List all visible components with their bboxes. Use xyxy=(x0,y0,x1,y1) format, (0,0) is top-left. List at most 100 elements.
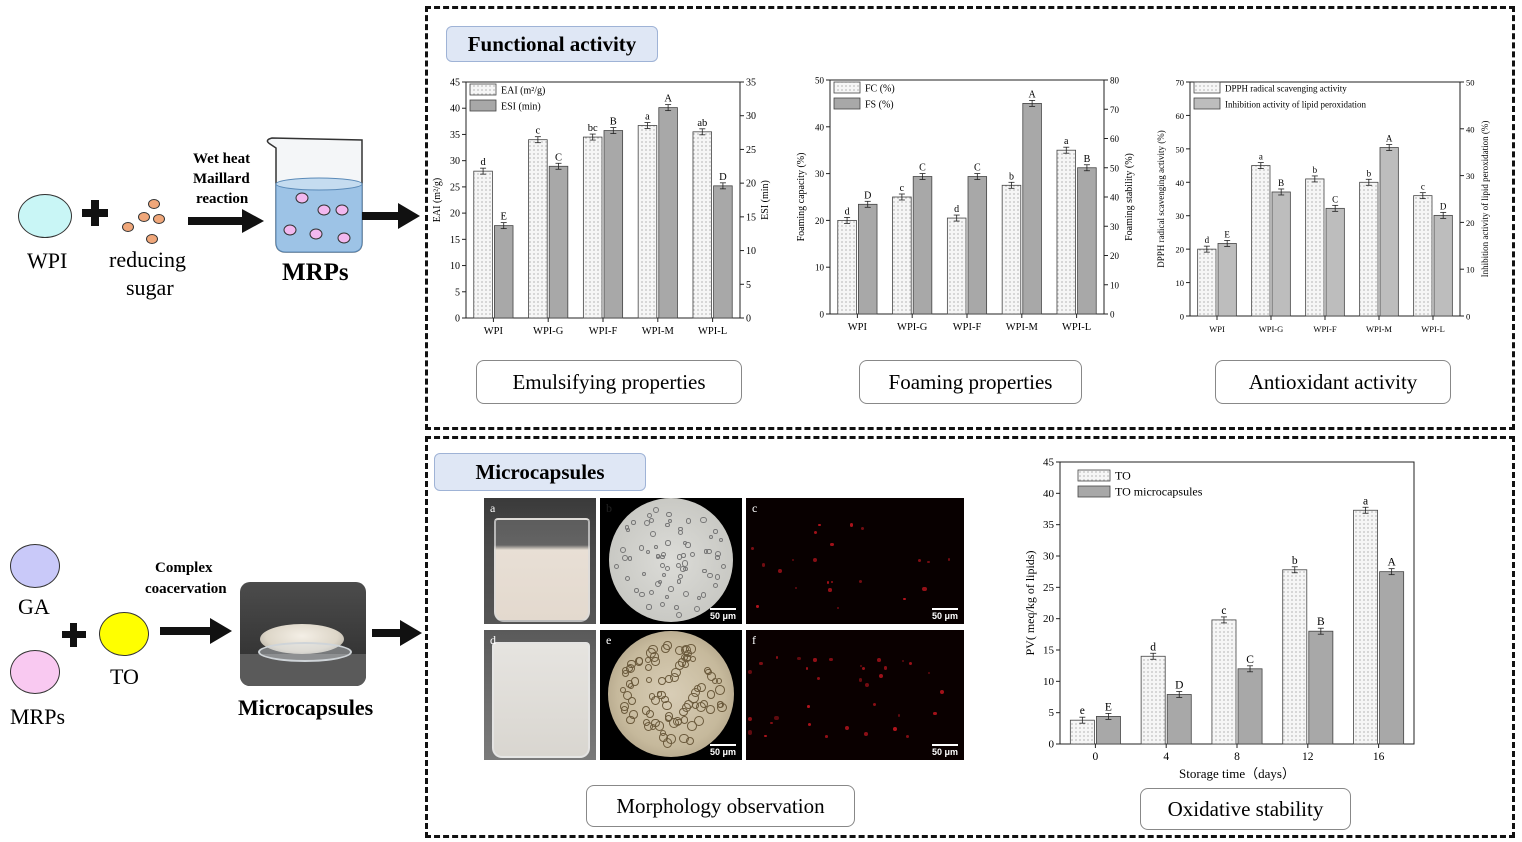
data-label: E xyxy=(1105,701,1112,713)
y-tick-label: 0 xyxy=(1180,312,1184,322)
fluorescent-droplet xyxy=(774,715,779,721)
bar xyxy=(548,165,569,319)
bar xyxy=(1069,719,1095,745)
x-tick-label: WPI xyxy=(848,322,868,333)
microcapsule-particle xyxy=(629,710,638,719)
fluorescent-droplet xyxy=(750,546,755,551)
bar xyxy=(837,219,857,315)
bar xyxy=(692,131,712,319)
y-axis-label: PV( meq/kg of lipids) xyxy=(1023,551,1037,656)
data-label: B xyxy=(1084,154,1091,165)
bar xyxy=(1140,655,1166,745)
bar xyxy=(1211,619,1237,745)
x-tick-label: WPI-F xyxy=(589,326,618,337)
data-label: D xyxy=(719,172,727,183)
y2-tick-label: 30 xyxy=(746,111,756,122)
microcapsule-particle xyxy=(665,595,670,600)
panel-label: f xyxy=(752,633,756,647)
process-label-1: Complex xyxy=(155,560,213,576)
fluorescent-droplet xyxy=(879,674,884,679)
y-tick-label: 10 xyxy=(1043,676,1055,688)
legend-label: EAI (m²/g) xyxy=(501,86,545,97)
y-tick-label: 50 xyxy=(815,76,825,86)
microcapsule-particle xyxy=(624,575,630,581)
data-label: d xyxy=(845,206,850,217)
data-label: c xyxy=(536,126,541,137)
y-axis-label: Foaming capacity (%) xyxy=(796,153,807,242)
photo-a-beaker: a xyxy=(484,498,596,624)
microcapsule-particle xyxy=(667,518,672,523)
morphology-caption: Morphology observation xyxy=(586,785,855,827)
microcapsule-particle xyxy=(685,518,691,524)
microcapsule-particle xyxy=(699,699,708,708)
fluorescent-droplet xyxy=(748,670,752,675)
fluorescent-droplet xyxy=(877,658,882,662)
microcapsule-particle xyxy=(701,592,707,598)
bar xyxy=(1217,243,1237,317)
y-axis-label: EAI (m²/g) xyxy=(432,178,443,222)
y2-tick-label: 20 xyxy=(1110,251,1120,261)
bar xyxy=(1166,694,1192,745)
microcapsule-particle xyxy=(720,563,727,570)
microcapsule-particle xyxy=(675,563,681,569)
data-label: D xyxy=(864,190,871,201)
microcapsule-particle xyxy=(627,682,635,690)
microcapsule-particle xyxy=(624,525,629,530)
microcapsule-particle xyxy=(661,572,667,578)
data-label: b xyxy=(1292,555,1298,567)
fluorescent-droplet xyxy=(761,563,766,567)
microcapsule-particle xyxy=(641,706,651,715)
x-tick-label: 0 xyxy=(1093,751,1099,763)
legend-label: ESI (min) xyxy=(501,102,541,113)
to-circle xyxy=(99,612,149,656)
fluorescent-droplet xyxy=(864,682,870,688)
y2-axis-label: Inhibition activity of lipid peroxidatio… xyxy=(1480,121,1490,278)
panel-label: b xyxy=(606,501,612,515)
microcapsule-particle xyxy=(663,641,672,650)
x-tick-label: 12 xyxy=(1302,751,1314,763)
data-label: C xyxy=(919,163,926,174)
arrow-icon xyxy=(372,620,422,646)
microcapsule-particle xyxy=(645,549,650,554)
fluorescent-droplet xyxy=(859,664,863,668)
y2-tick-label: 20 xyxy=(1466,218,1475,228)
microcapsule-particle xyxy=(715,685,725,695)
data-label: ab xyxy=(697,118,707,129)
y2-tick-label: 50 xyxy=(1110,163,1120,173)
legend-label: DPPH radical scavenging activity xyxy=(1225,84,1347,94)
foaming-chart: 0 10 20 30 40 50 0 10 20 30 40 50 60 70 80 Foaming capa… xyxy=(796,76,1135,334)
microcapsule-particle xyxy=(643,520,650,527)
y2-tick-label: 20 xyxy=(746,179,756,190)
microcapsule-particle xyxy=(682,560,689,567)
fluorescent-droplet xyxy=(775,656,779,659)
microcapsule-particle xyxy=(693,605,700,612)
legend-swatch xyxy=(1077,485,1111,498)
y-tick-label: 10 xyxy=(450,261,460,272)
y-tick-label: 45 xyxy=(1043,457,1055,469)
data-label: B xyxy=(1317,616,1325,628)
microcapsule-particle xyxy=(659,733,668,742)
legend-swatch xyxy=(833,97,861,110)
y-tick-label: 20 xyxy=(450,209,460,220)
fluorescent-droplet xyxy=(861,666,865,670)
y-tick-label: 70 xyxy=(1176,78,1185,88)
photo-d-beaker: d xyxy=(484,630,596,760)
scale-bar: 50 μm xyxy=(709,608,737,621)
bar xyxy=(1056,149,1076,315)
bar xyxy=(713,185,733,319)
microcapsule-particle xyxy=(669,672,680,683)
y-axis-label: DPPH radical scavenging activity (%) xyxy=(1156,130,1166,267)
microcapsules-tag: Microcapsules xyxy=(434,453,646,491)
photo-f-fluorescence: f 50 μm xyxy=(746,630,964,760)
y2-tick-label: 25 xyxy=(746,145,756,156)
y-tick-label: 20 xyxy=(1043,613,1055,625)
y-tick-label: 5 xyxy=(455,287,460,298)
microcapsule-particle xyxy=(643,718,651,726)
data-label: B xyxy=(610,117,617,128)
data-label: A xyxy=(1387,557,1396,569)
microcapsule-particle xyxy=(700,516,707,523)
bar xyxy=(1325,207,1345,317)
fluorescent-droplet xyxy=(830,580,833,583)
fluorescent-droplet xyxy=(747,717,753,722)
microcapsule-particle xyxy=(675,611,682,618)
